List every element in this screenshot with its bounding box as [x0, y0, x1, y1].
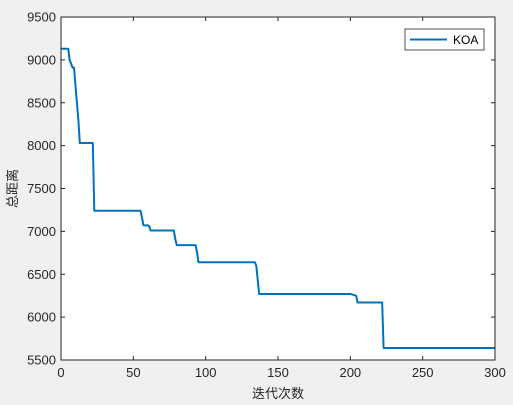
y-axis-title: 总距离 [5, 169, 21, 208]
legend-label-koa: KOA [453, 33, 478, 47]
y-tick-label: 5500 [27, 353, 56, 368]
y-tick-label: 9500 [27, 10, 56, 25]
y-tick-label: 6500 [27, 267, 56, 282]
x-tick-label: 200 [339, 365, 361, 380]
x-tick-label: 300 [484, 365, 506, 380]
plot-area [61, 17, 495, 360]
y-tick-label: 8000 [27, 138, 56, 153]
x-axis-title: 迭代次数 [252, 386, 304, 402]
x-tick-label: 0 [57, 365, 64, 380]
axes-box [60, 16, 496, 361]
x-tick-label: 150 [267, 365, 289, 380]
y-tick-label: 6000 [27, 310, 56, 325]
series-line-koa [61, 47, 495, 349]
y-tick-label: 9000 [27, 52, 56, 67]
x-tick-label: 50 [126, 365, 140, 380]
y-tick-label: 7500 [27, 181, 56, 196]
x-tick-label: 250 [412, 365, 434, 380]
y-tick-label: 8500 [27, 95, 56, 110]
legend: KOA [404, 28, 485, 51]
x-tick-label: 100 [195, 365, 217, 380]
y-tick-label: 7000 [27, 224, 56, 239]
